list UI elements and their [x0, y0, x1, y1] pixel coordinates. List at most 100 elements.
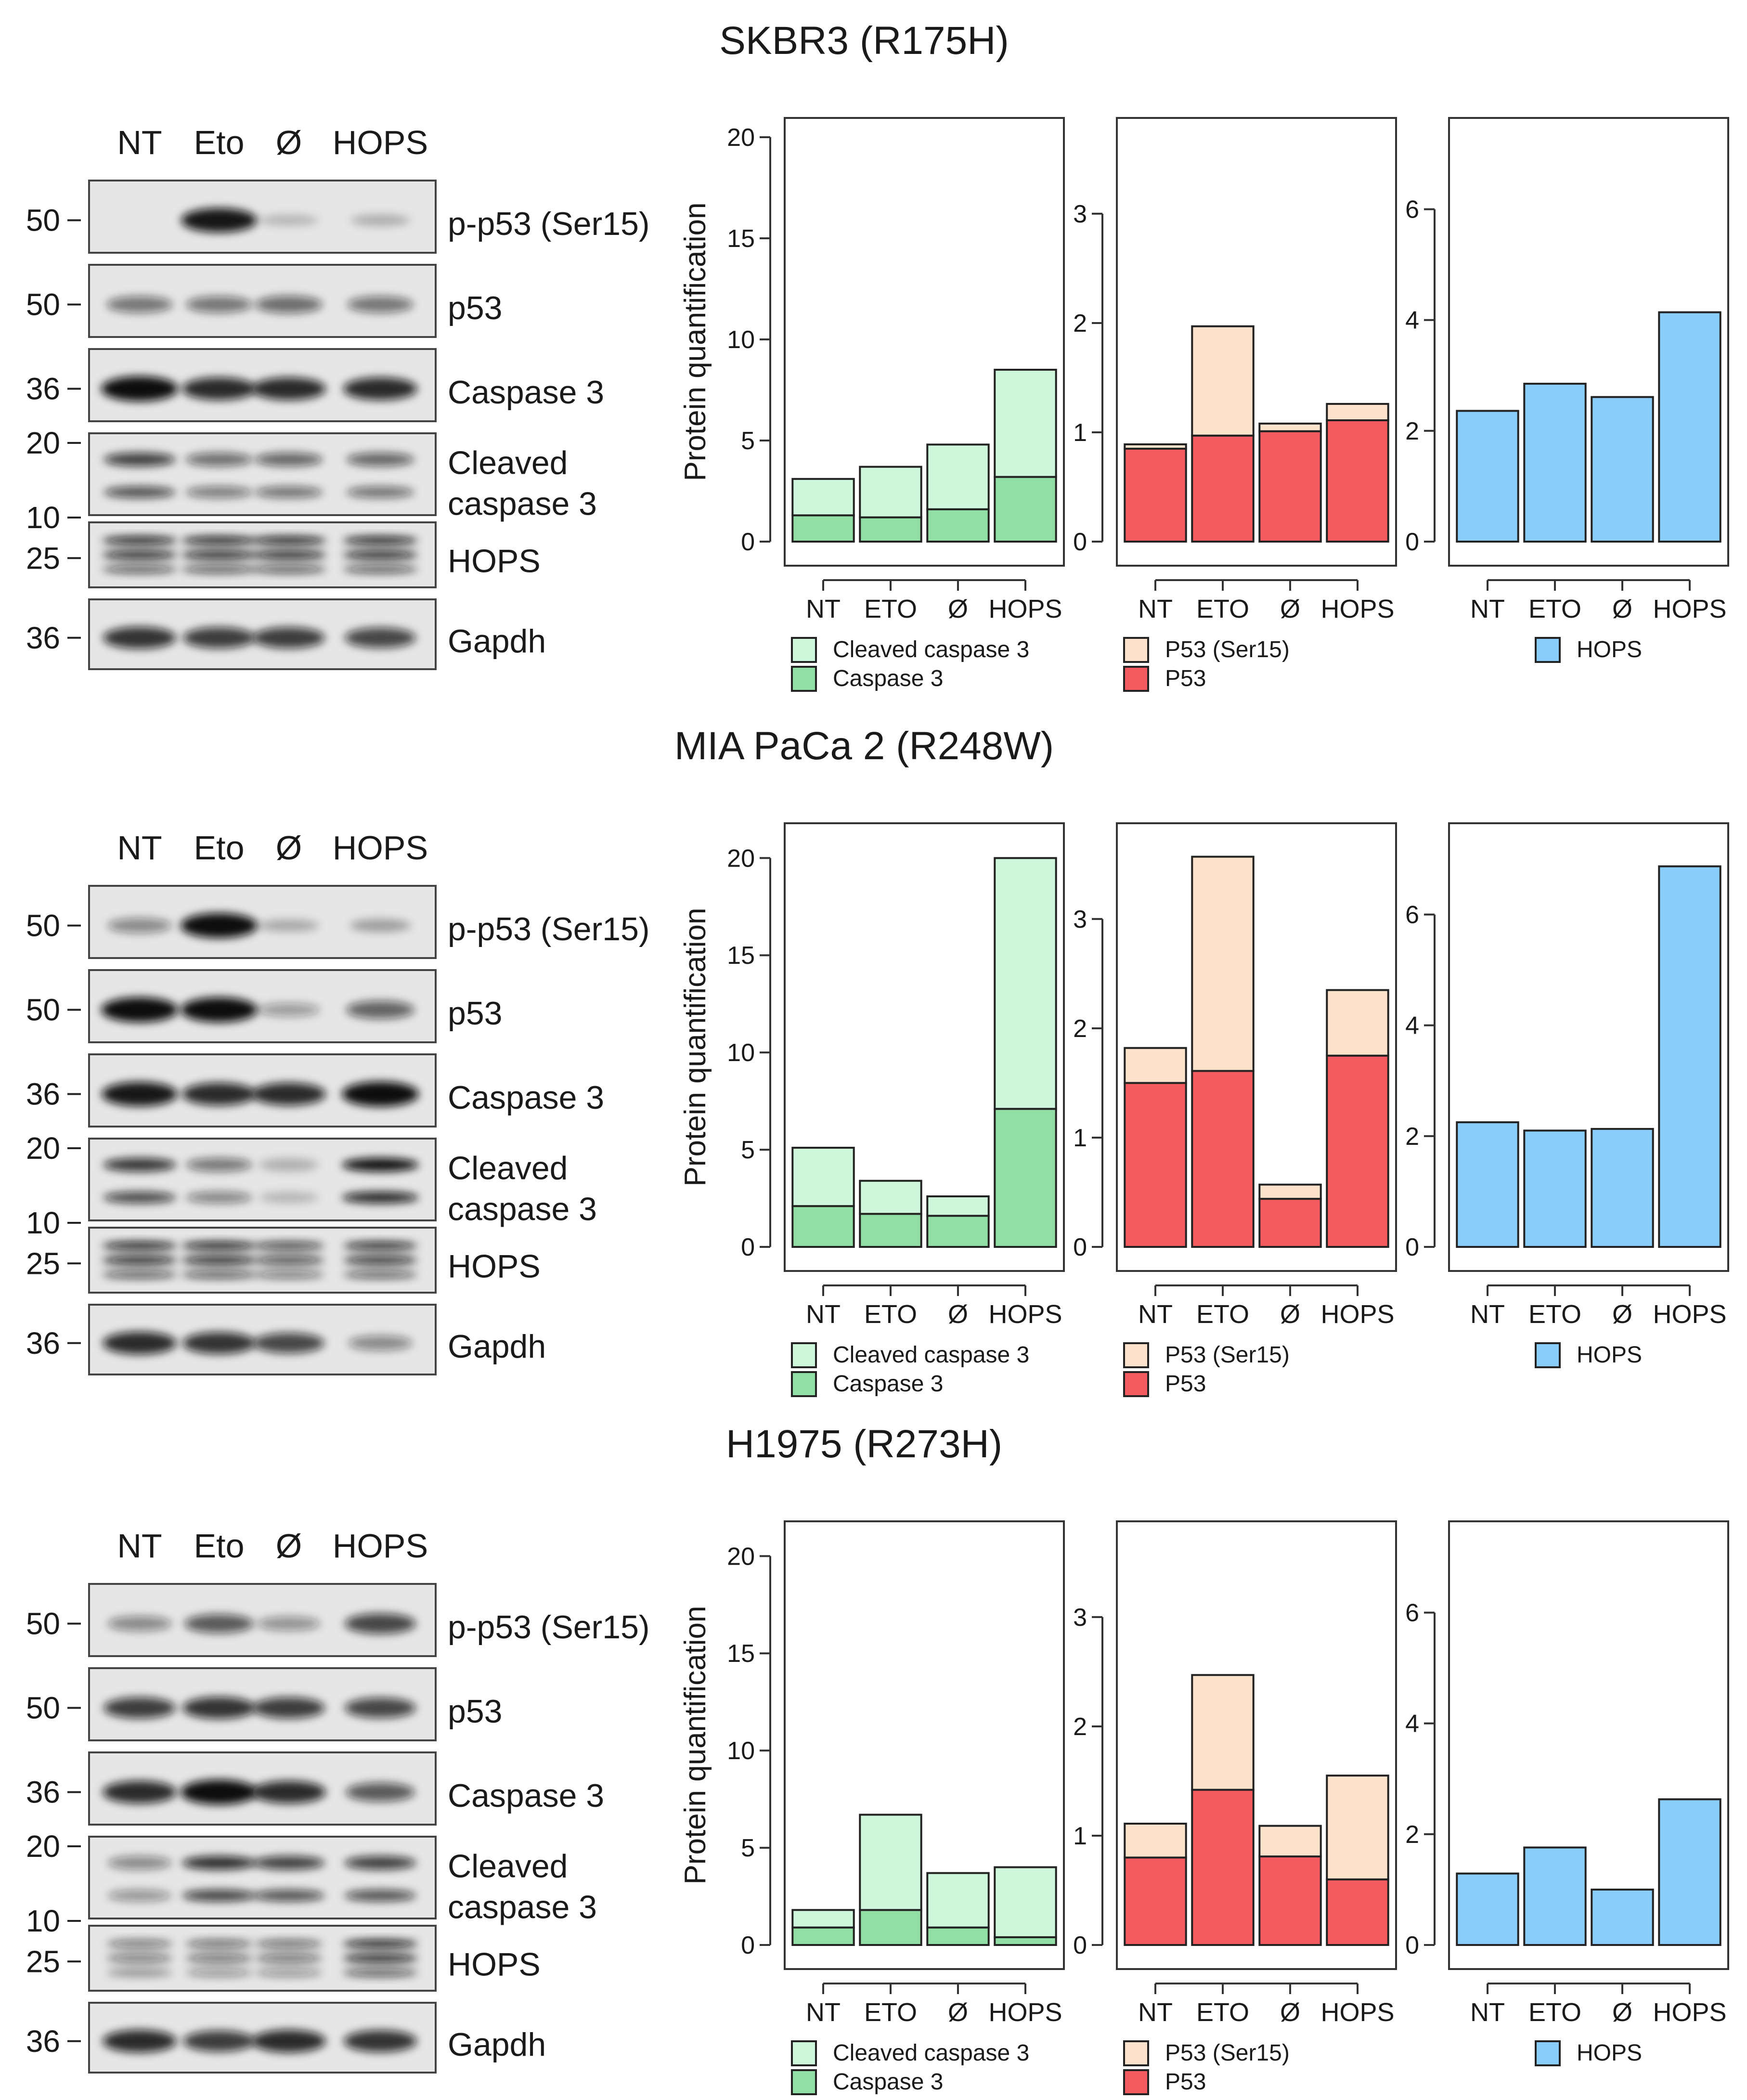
panel-title: H1975 (R273H) — [726, 1422, 1002, 1466]
panel-title: SKBR3 (R175H) — [719, 19, 1009, 63]
mw-marker: 36 — [26, 2024, 60, 2059]
mw-marker: 10 — [26, 1206, 60, 1240]
y-tick-label: 0 — [741, 1931, 755, 1959]
plot-frame — [784, 822, 1065, 1272]
blot-band — [103, 1780, 177, 1804]
bar-chart-3: 0 2 4 6 NT ETO Ø HOPS HOPS — [1405, 822, 1729, 1368]
bar — [1124, 443, 1187, 450]
bar — [926, 1872, 990, 1929]
western-blot: NT Eto Ø HOPS p-p53 (Ser15) 50 p53 50 Caspase 3 3… — [26, 1527, 650, 2074]
panel-2: MIA PaCa 2 (R248W) NT Eto Ø HOPS p-p53 (Ser15… — [26, 724, 1729, 1397]
lane-label: Ø — [276, 829, 302, 867]
blot-band — [182, 1082, 256, 1106]
y-tick-label: 1 — [1073, 419, 1087, 447]
x-tick-label: NT — [806, 1300, 841, 1329]
blot-band — [106, 296, 173, 313]
bar — [994, 1108, 1057, 1248]
blot-band — [348, 1335, 413, 1351]
bar — [1523, 1846, 1587, 1946]
blot-row: p-p53 (Ser15) 50 — [26, 885, 650, 959]
blot-band — [343, 536, 418, 545]
x-tick-label: ETO — [1528, 1998, 1581, 2027]
y-tick-label: 2 — [1405, 417, 1419, 445]
blot-band — [251, 550, 326, 559]
bar — [1258, 1825, 1322, 1858]
lane-label: HOPS — [333, 1527, 428, 1565]
blot-band — [106, 1939, 173, 1948]
x-tick-label: ETO — [1196, 595, 1249, 623]
lane-label: Ø — [276, 1527, 302, 1565]
blot-band — [104, 453, 176, 467]
blot-band — [257, 1616, 321, 1631]
bar — [791, 1926, 855, 1946]
lane-label: Ø — [276, 124, 302, 161]
blot-band — [186, 1192, 252, 1204]
blot-band — [103, 626, 176, 649]
lane-label: NT — [117, 124, 162, 161]
legend: P53 (Ser15) P53 — [1123, 637, 1290, 692]
bar — [1124, 448, 1187, 543]
mw-marker: 50 — [26, 908, 60, 943]
legend-label: P53 — [1165, 1371, 1206, 1397]
blot-band — [181, 1241, 257, 1250]
western-blot: NT Eto Ø HOPS p-p53 (Ser15) 50 p53 50 Caspase 3 3… — [26, 124, 650, 670]
protein-label: caspase 3 — [448, 1889, 597, 1926]
bar — [791, 1909, 855, 1929]
mw-marker: 36 — [26, 372, 60, 406]
bar-chart-1: 0 5 10 15 20 Protein quantification NT ETO Ø HOPS… — [679, 1520, 1065, 2095]
blot-band — [102, 550, 177, 559]
blot-band — [182, 1890, 256, 1902]
mw-marker: 50 — [26, 1691, 60, 1725]
bar — [1326, 1878, 1389, 1946]
x-tick-label: ETO — [1196, 1300, 1249, 1329]
blot-band — [103, 1158, 176, 1172]
bar — [859, 516, 922, 543]
blot-band — [345, 1698, 416, 1718]
blot-band — [102, 1270, 177, 1279]
legend-label: Cleaved caspase 3 — [833, 2040, 1029, 2066]
blot-band — [107, 1616, 172, 1632]
blot-band — [343, 1939, 418, 1948]
blot-band — [344, 1856, 416, 1870]
blot-band — [344, 1890, 416, 1902]
blot-band — [255, 1939, 323, 1948]
bar — [926, 443, 990, 510]
bar — [1191, 325, 1255, 437]
legend-swatch — [1535, 2040, 1561, 2066]
blot-row: Caspase 3 36 — [26, 348, 604, 422]
y-tick-label: 20 — [727, 124, 755, 152]
blot-band — [185, 1939, 253, 1948]
blot-band — [343, 1241, 417, 1250]
y-tick-label: 1 — [1073, 1124, 1087, 1152]
bar — [994, 369, 1057, 478]
x-tick-label: ETO — [864, 1998, 917, 2027]
blot-band — [252, 377, 326, 401]
y-tick-label: 2 — [1405, 1123, 1419, 1151]
legend-label: P53 (Ser15) — [1165, 637, 1290, 662]
mw-marker: 20 — [26, 1829, 60, 1864]
blot-band — [346, 486, 414, 498]
legend-swatch — [1123, 1371, 1149, 1397]
legend-swatch — [791, 2069, 817, 2095]
blot-band — [253, 1333, 324, 1353]
x-tick-label: Ø — [1280, 595, 1300, 623]
protein-label: HOPS — [448, 1248, 541, 1285]
y-tick-label: 10 — [727, 1737, 755, 1765]
blot-strip — [88, 432, 437, 516]
blot-band — [102, 1241, 177, 1250]
legend-swatch — [791, 1342, 817, 1368]
bar — [1523, 383, 1587, 543]
protein-label: Cleaved — [448, 1848, 568, 1885]
blot-band — [350, 214, 411, 226]
legend-swatch — [791, 1371, 817, 1397]
blot-band — [182, 377, 256, 401]
legend-label: Caspase 3 — [833, 666, 943, 691]
mw-marker: 50 — [26, 287, 60, 322]
legend-swatch — [791, 637, 817, 663]
y-tick-label: 0 — [1405, 1931, 1419, 1959]
bar — [1124, 1856, 1187, 1946]
legend-swatch — [1123, 2040, 1149, 2066]
blot-band — [181, 536, 257, 545]
blot-band — [103, 2030, 177, 2053]
y-tick-label: 5 — [741, 1834, 755, 1862]
